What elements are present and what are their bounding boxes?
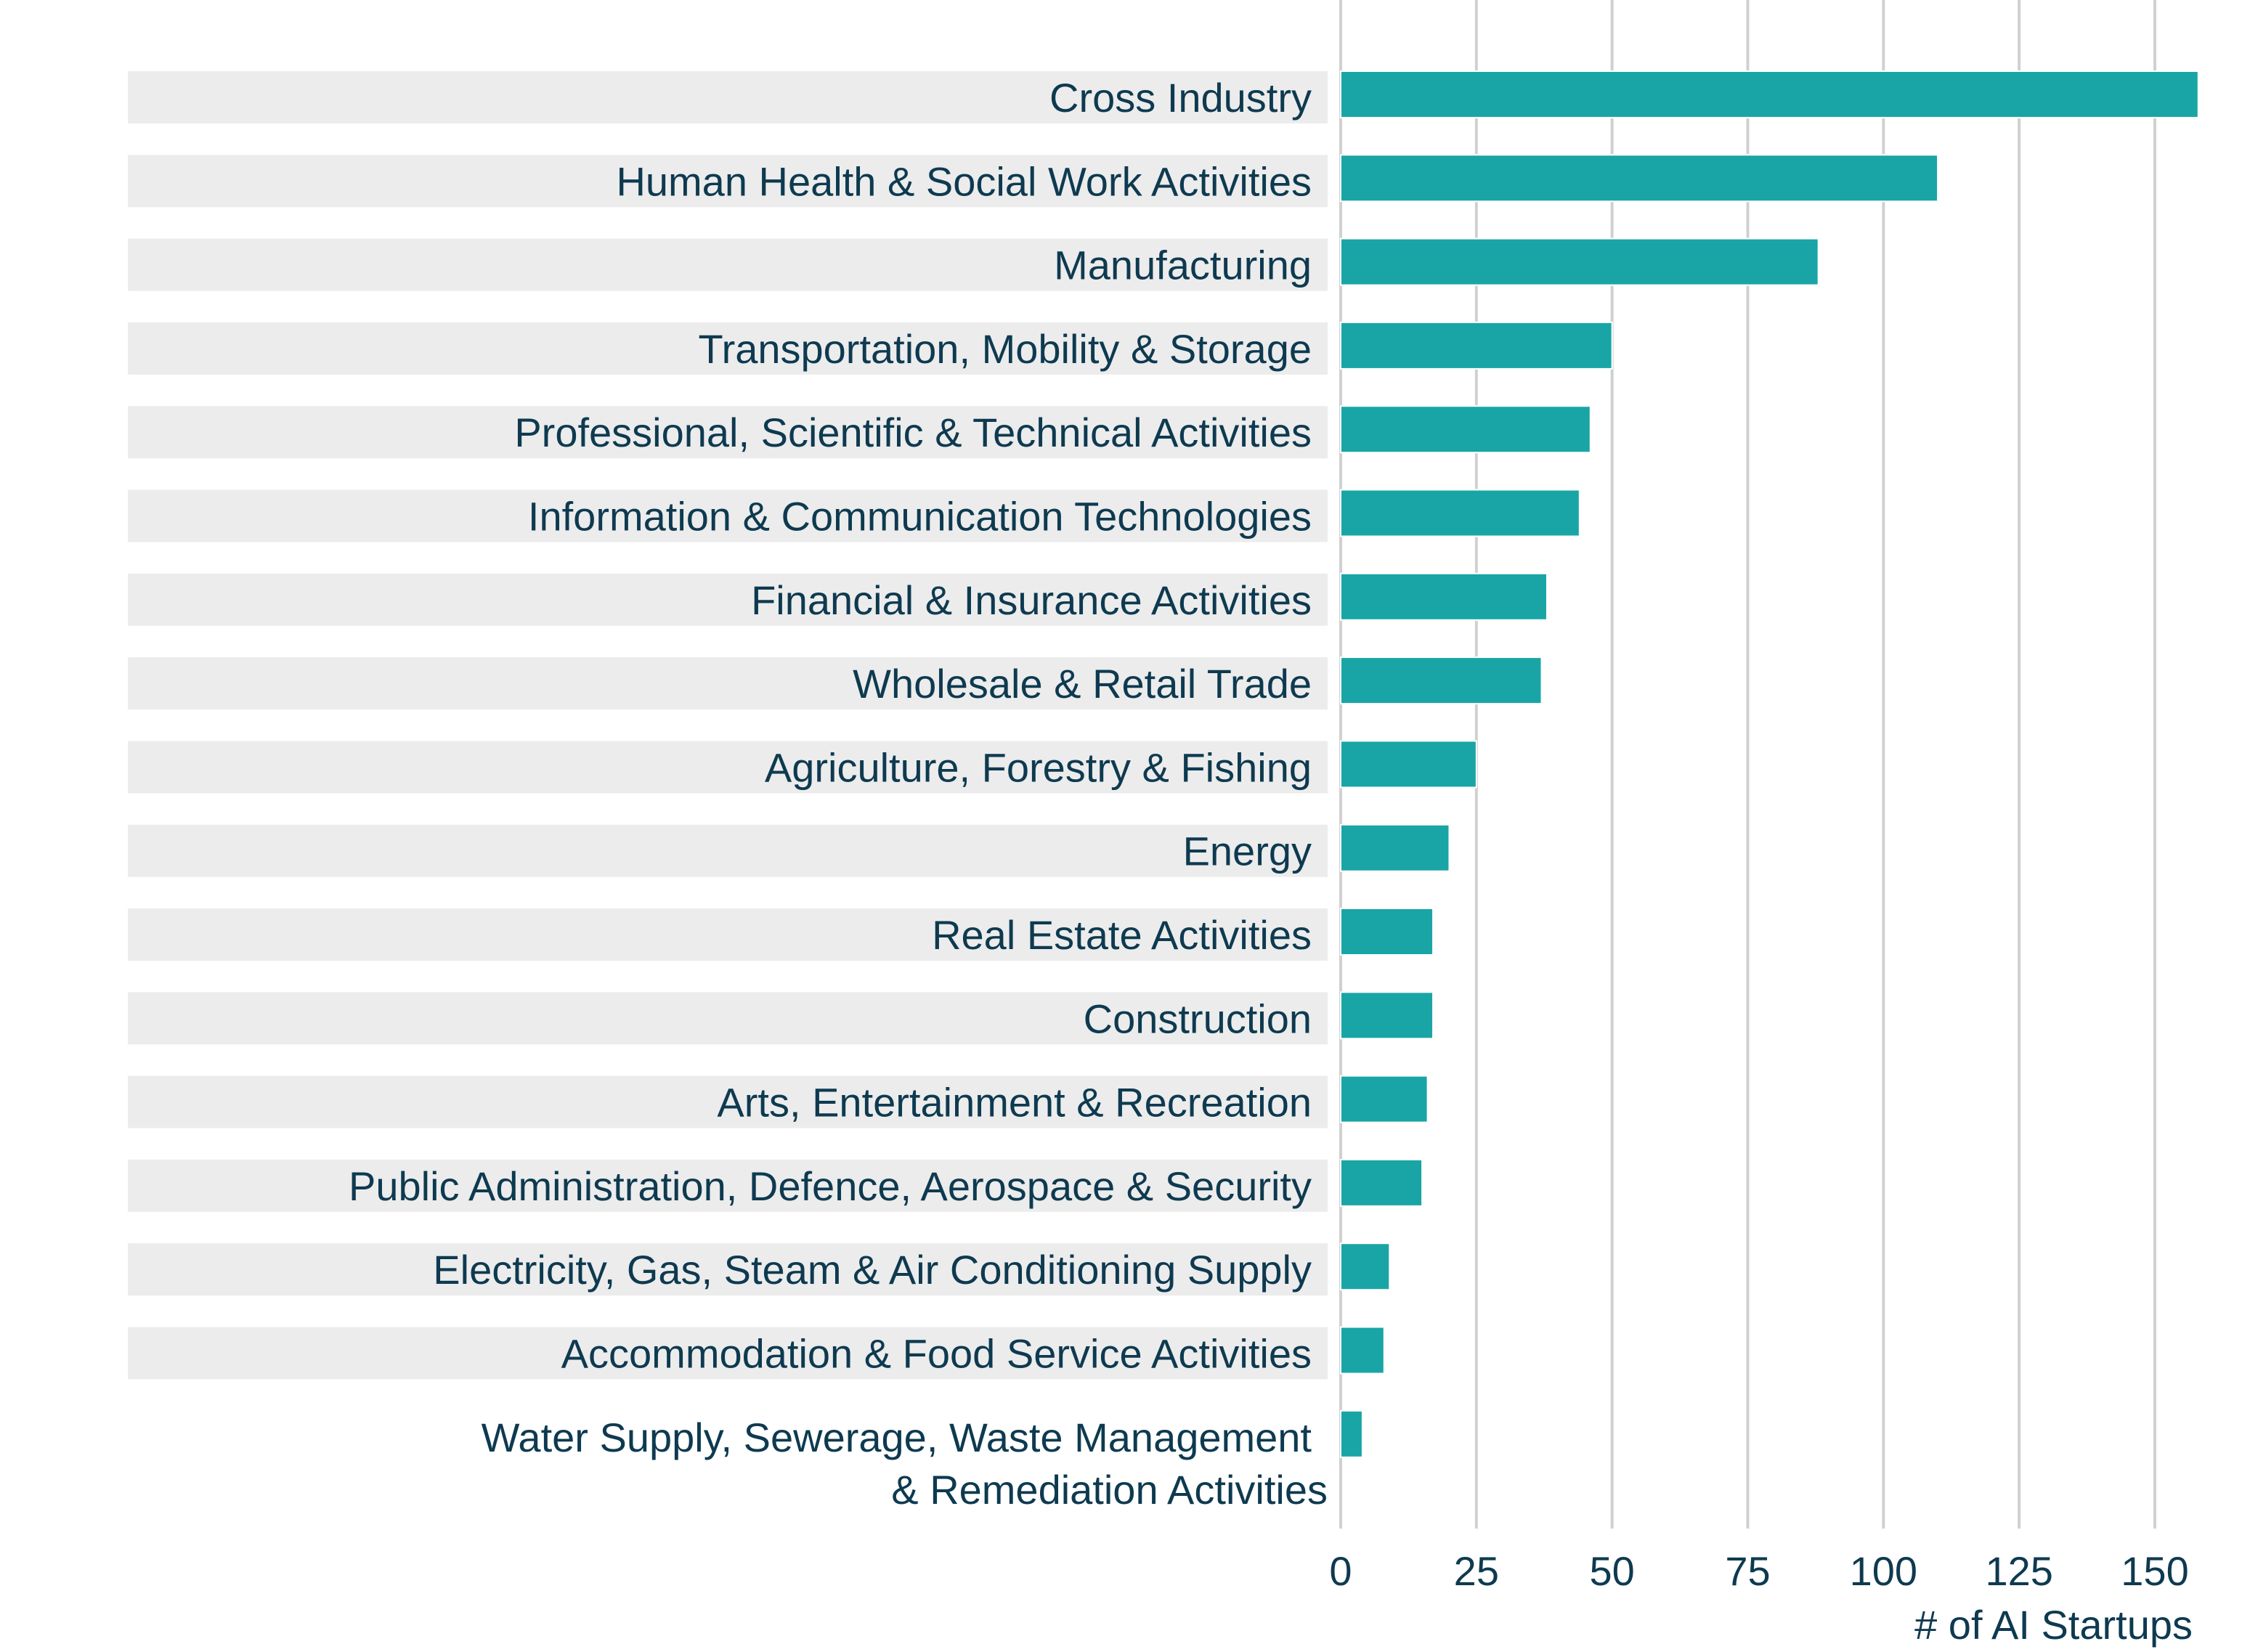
category-label: Cross Industry [1049,75,1312,121]
bar-11 [1340,991,1434,1040]
bar-13 [1340,1158,1423,1207]
row-band [128,322,1328,375]
category-label: Transportation, Mobility & Storage [698,326,1312,372]
row-band [128,1243,1328,1296]
bar-16 [1340,1409,1363,1458]
category-label: Public Administration, Defence, Aerospac… [349,1163,1312,1209]
bar-4 [1340,405,1591,454]
x-axis-ticks: 0 25 50 75 100 125 150 [1329,1548,2188,1594]
category-labels: Cross Industry Human Health & Social Work… [349,75,1328,1513]
row-band [128,489,1328,542]
row-band [128,406,1328,459]
category-label: & Remediation Activities [891,1467,1328,1513]
category-label: Professional, Scientific & Technical Act… [514,410,1312,455]
row-band [128,573,1328,626]
bar-1 [1340,154,1939,203]
row-band [128,1327,1328,1380]
bar-8 [1340,740,1477,789]
row-band [128,992,1328,1045]
x-tick-label: 50 [1590,1548,1635,1594]
bar-12 [1340,1075,1429,1123]
bar-5 [1340,489,1580,537]
row-band [128,71,1328,123]
bar-6 [1340,572,1548,621]
x-tick-label: 100 [1850,1548,1917,1594]
bar-7 [1340,656,1543,705]
bars [1340,70,2199,1458]
x-tick-label: 25 [1454,1548,1499,1594]
x-tick-label: 125 [1985,1548,2052,1594]
bar-9 [1340,823,1450,872]
x-axis-title: # of AI Startups [1914,1602,2193,1648]
category-label: Real Estate Activities [932,912,1312,958]
bar-2 [1340,237,1819,286]
row-band [128,908,1328,961]
row-band [128,155,1328,208]
category-label: Human Health & Social Work Activities [616,158,1312,204]
row-band [128,741,1328,794]
category-label: Electricity, Gas, Steam & Air Conditioni… [433,1247,1312,1293]
row-band [128,824,1328,877]
category-label: Energy [1183,829,1312,874]
bar-14 [1340,1242,1391,1291]
category-label: Arts, Entertainment & Recreation [717,1080,1312,1126]
bar-0 [1340,70,2199,118]
category-label: Wholesale & Retail Trade [853,661,1312,707]
bar-15 [1340,1326,1385,1375]
category-label: Manufacturing [1054,243,1312,288]
row-bands [128,71,1328,1380]
bar-10 [1340,908,1434,956]
category-label: Financial & Insurance Activities [751,577,1312,623]
x-tick-label: 0 [1329,1548,1352,1594]
x-tick-label: 150 [2121,1548,2188,1594]
row-band [128,1075,1328,1128]
row-band [128,1159,1328,1212]
row-band [128,657,1328,710]
category-label: Accommodation & Food Service Activities [561,1331,1312,1377]
bar-3 [1340,321,1613,370]
row-band [128,238,1328,291]
category-label: Agriculture, Forestry & Fishing [765,744,1312,790]
category-label: Water Supply, Sewerage, Waste Management [482,1415,1312,1460]
x-tick-label: 75 [1725,1548,1770,1594]
category-label: Information & Communication Technologies [528,494,1312,540]
category-label: Construction [1084,996,1312,1041]
